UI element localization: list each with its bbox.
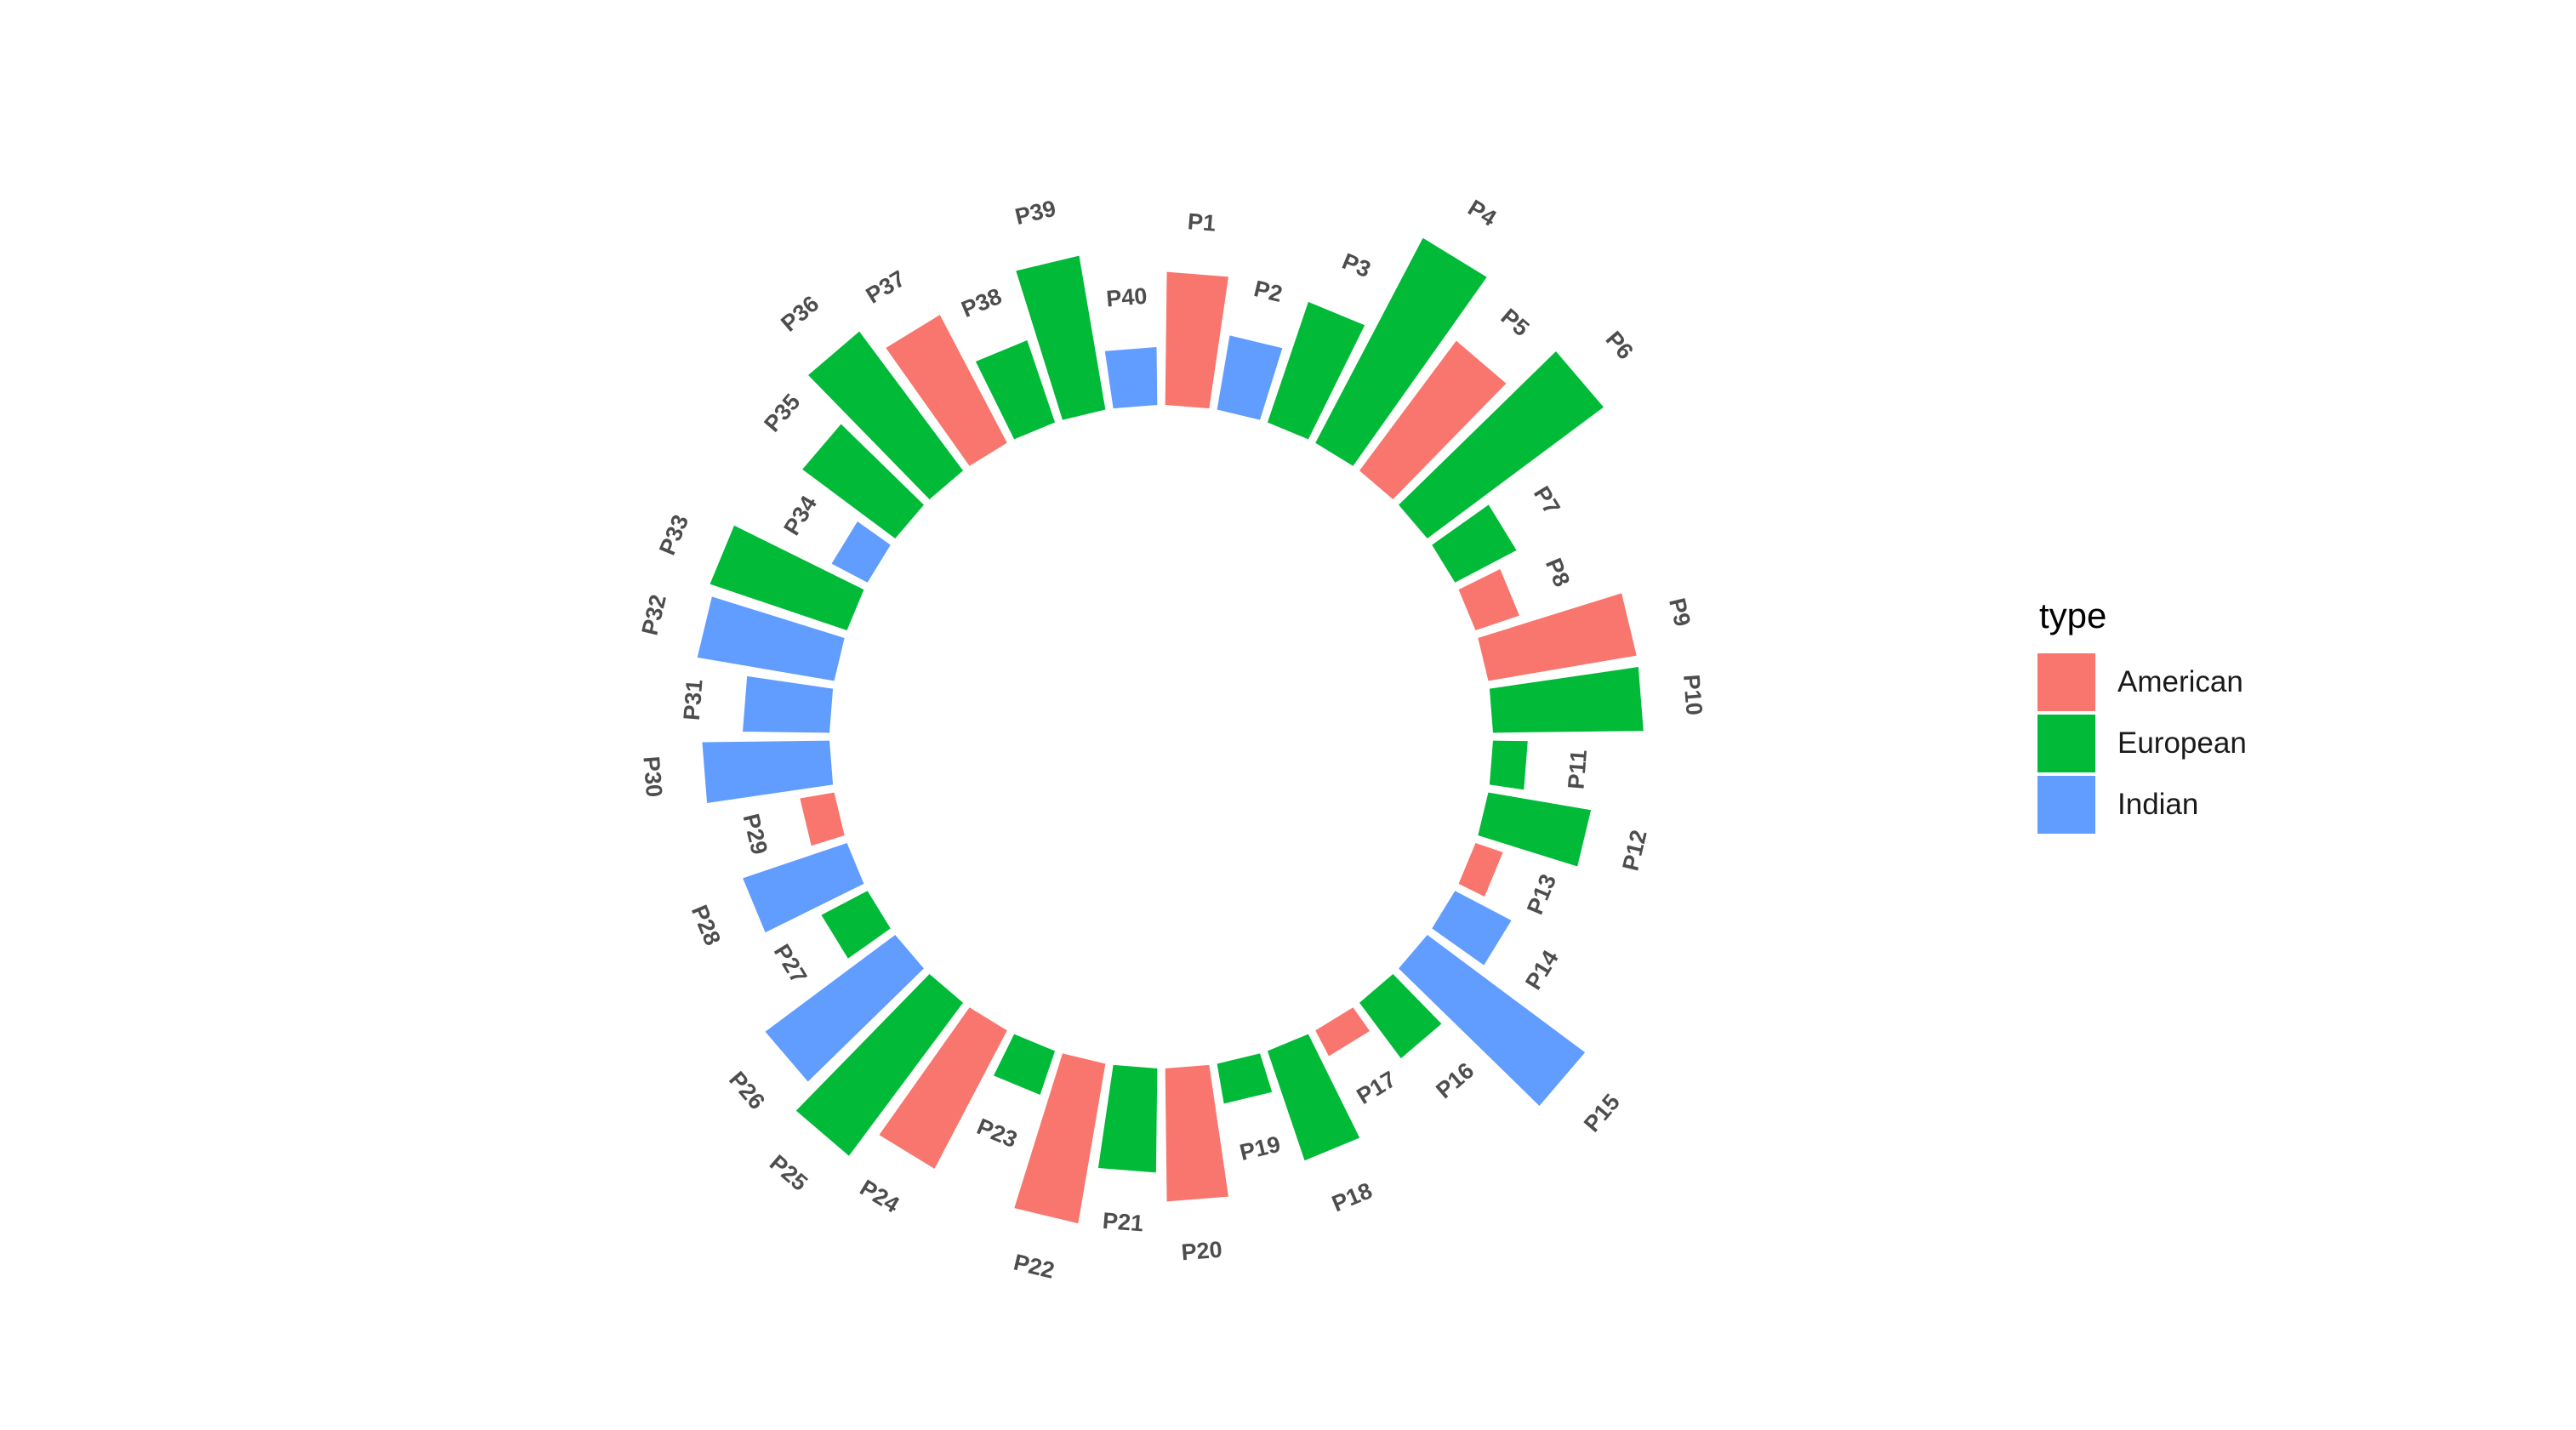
- bar-p16: [1359, 974, 1442, 1059]
- legend-key-indian: [2037, 776, 2095, 834]
- bar-p36: [808, 331, 963, 499]
- bar-p26: [765, 935, 924, 1082]
- bar-label-p17: P17: [1353, 1066, 1401, 1109]
- bar-p17: [1315, 1007, 1371, 1057]
- bar-p27: [821, 891, 891, 959]
- bar-label-p1: P1: [1187, 208, 1217, 236]
- bar-label-p32: P32: [637, 592, 671, 638]
- bar-p18: [1267, 1034, 1360, 1161]
- bar-p4: [1315, 237, 1487, 466]
- bar-label-p36: P36: [776, 291, 824, 337]
- bar-p6: [1399, 351, 1604, 538]
- bar-p21: [1097, 1064, 1158, 1173]
- bar-label-p12: P12: [1617, 828, 1651, 874]
- bar-label-p29: P29: [738, 812, 772, 857]
- bar-label-p4: P4: [1463, 195, 1501, 231]
- bar-p29: [800, 792, 845, 846]
- legend-item-indian: Indian: [2037, 774, 2247, 835]
- bar-p24: [879, 1007, 1007, 1169]
- legend-label-indian: Indian: [2117, 788, 2199, 821]
- bar-label-p3: P3: [1338, 248, 1374, 282]
- legend-key-european: [2037, 715, 2095, 772]
- bar-p14: [1432, 891, 1512, 966]
- bar-p28: [743, 842, 864, 933]
- bar-p22: [1014, 1053, 1106, 1224]
- bar-label-p30: P30: [638, 755, 667, 798]
- legend-item-european: European: [2037, 713, 2247, 774]
- bar-p38: [975, 339, 1056, 440]
- bar-p11: [1489, 740, 1528, 790]
- bar-label-p10: P10: [1678, 674, 1707, 716]
- legend-title: type: [2039, 595, 2107, 635]
- bar-label-p16: P16: [1431, 1057, 1479, 1103]
- bar-label-p15: P15: [1579, 1089, 1625, 1137]
- bar-label-p14: P14: [1520, 946, 1564, 994]
- bar-label-p7: P7: [1529, 481, 1565, 519]
- bar-p12: [1478, 792, 1592, 867]
- bar-label-p35: P35: [759, 389, 805, 436]
- legend-items: American European Indian: [2037, 652, 2247, 835]
- bar-label-p9: P9: [1664, 595, 1695, 629]
- bar-label-p31: P31: [679, 679, 708, 721]
- bar-label-p33: P33: [654, 511, 693, 559]
- bar-label-p5: P5: [1496, 304, 1535, 341]
- bar-label-p6: P6: [1601, 327, 1638, 365]
- bars-layer: [697, 237, 1644, 1224]
- legend-key-american: [2037, 653, 2095, 711]
- bar-p33: [710, 525, 864, 631]
- bar-label-p26: P26: [724, 1067, 770, 1114]
- bar-p19: [1217, 1053, 1273, 1104]
- bar-p20: [1165, 1064, 1228, 1202]
- bar-p9: [1478, 593, 1637, 681]
- bar-label-p38: P38: [958, 283, 1006, 322]
- bar-label-p28: P28: [687, 902, 726, 949]
- bar-label-p2: P2: [1251, 276, 1285, 307]
- bar-label-p37: P37: [862, 265, 910, 309]
- legend: type American European Indian: [2037, 595, 2247, 835]
- bar-p32: [697, 596, 845, 681]
- bar-p7: [1432, 504, 1517, 583]
- bar-p37: [886, 315, 1007, 466]
- legend-label-european: European: [2117, 726, 2247, 760]
- bar-label-p34: P34: [778, 492, 822, 540]
- bar-label-p40: P40: [1105, 283, 1148, 312]
- bar-label-p20: P20: [1180, 1237, 1222, 1266]
- bar-label-p19: P19: [1237, 1131, 1283, 1165]
- bar-label-p21: P21: [1102, 1208, 1144, 1237]
- bar-label-p8: P8: [1541, 555, 1575, 590]
- bar-p40: [1104, 347, 1158, 409]
- bar-label-p11: P11: [1564, 749, 1593, 790]
- bar-label-p24: P24: [856, 1175, 904, 1218]
- bar-p1: [1165, 271, 1228, 409]
- bar-p23: [994, 1034, 1056, 1095]
- bar-p5: [1359, 340, 1507, 499]
- bar-label-p22: P22: [1012, 1250, 1057, 1284]
- bar-p39: [1016, 255, 1106, 420]
- bar-label-p39: P39: [1012, 196, 1058, 230]
- bar-p34: [831, 521, 891, 583]
- bar-label-p23: P23: [973, 1114, 1021, 1153]
- bar-label-p13: P13: [1522, 870, 1561, 918]
- bar-p25: [795, 974, 963, 1156]
- bar-p3: [1267, 301, 1365, 440]
- bar-p10: [1489, 667, 1644, 733]
- bar-p35: [802, 424, 924, 538]
- bar-p30: [702, 740, 834, 804]
- bar-p13: [1458, 842, 1503, 897]
- bar-label-p27: P27: [769, 940, 812, 988]
- legend-item-american: American: [2037, 652, 2247, 713]
- legend-label-american: American: [2117, 665, 2243, 698]
- bar-p31: [743, 675, 834, 733]
- bar-p2: [1217, 335, 1283, 420]
- bar-label-p18: P18: [1328, 1177, 1376, 1216]
- bar-p15: [1399, 935, 1586, 1106]
- bar-label-p25: P25: [765, 1150, 812, 1196]
- bar-p8: [1458, 569, 1519, 631]
